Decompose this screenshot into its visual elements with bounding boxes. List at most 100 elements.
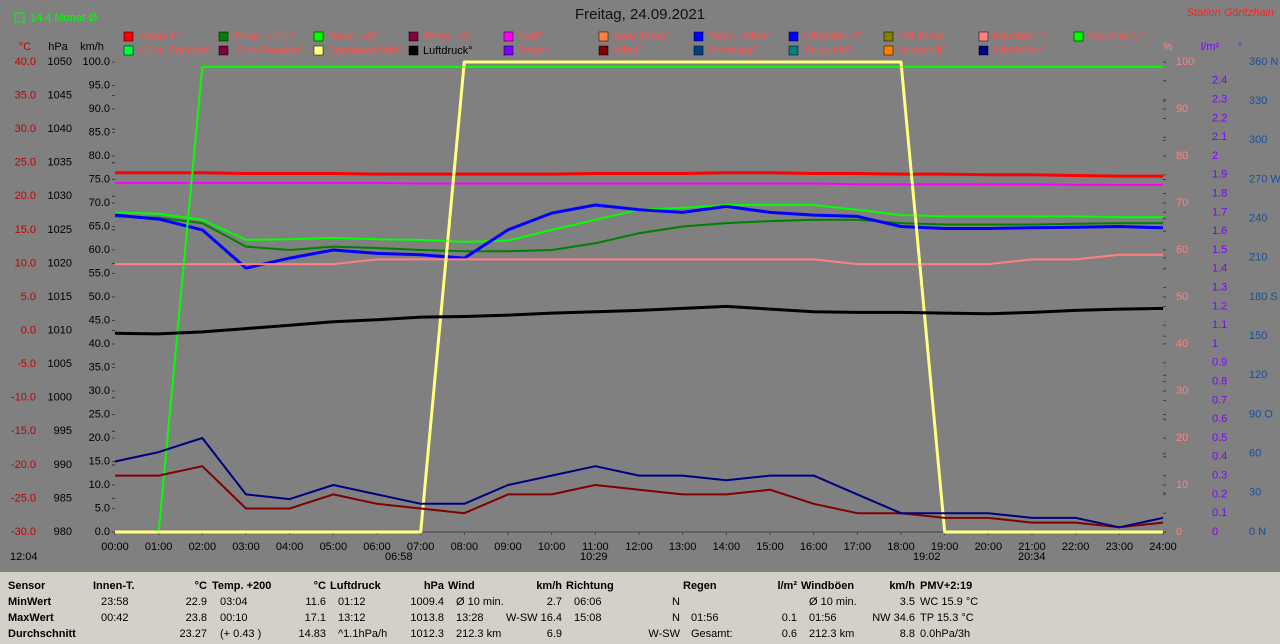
table-cell: 22.9: [186, 596, 207, 608]
station: Station Göritzhain: [1187, 7, 1274, 19]
legend-label: Feuchte A.°: [1088, 31, 1145, 43]
y-tick-label: 985: [54, 492, 72, 504]
table-cell: 13:28: [456, 612, 484, 624]
table-cell: WC 15.9 °C: [920, 596, 978, 608]
legend-swatch: [978, 45, 989, 56]
x-tick-label: 21:00: [1018, 541, 1046, 553]
y-tick-label: -25.0: [11, 492, 36, 504]
y-tick-label: -5.0: [17, 358, 36, 370]
y-tick-label: 10: [1176, 479, 1188, 491]
y-tick-label: 300: [1249, 134, 1267, 146]
table-cell: W-SW 16.4: [506, 612, 562, 624]
y-tick-label: 0.1: [1212, 507, 1227, 519]
table-cell: 1013.8: [410, 612, 444, 624]
y-tick-label: 1.9: [1212, 169, 1227, 181]
table-cell: 23.8: [186, 612, 207, 624]
y-tick-label: 65.0: [89, 220, 110, 232]
table-header: Wind: [448, 580, 475, 592]
y-tick-label: 1050: [48, 56, 72, 68]
legend-swatch: [313, 31, 324, 42]
legend-label: Temp. -5°: [423, 31, 470, 43]
legend-label: +5cm Feuchte°: [138, 45, 212, 57]
table-header: Windböen: [801, 580, 854, 592]
y-tick-label: 25.0: [15, 157, 36, 169]
x-tick-label: 11:00: [582, 541, 609, 553]
legend-swatch: [978, 31, 989, 42]
x-tick-label: 22:00: [1062, 541, 1090, 553]
y-tick-label: -15.0: [11, 425, 36, 437]
y-tick-label: 0.4: [1212, 451, 1227, 463]
y-tick-label: 2.4: [1212, 75, 1227, 87]
y-tick-label: 10.0: [89, 479, 110, 491]
y-tick-label: 995: [54, 425, 72, 437]
axis-unit: km/h: [80, 41, 104, 53]
axis-unit: l/m²: [1201, 41, 1220, 53]
y-tick-label: 1.3: [1212, 282, 1227, 294]
table-cell: 11.6: [305, 596, 326, 608]
series-line: [115, 65, 1163, 533]
table-cell: 2.7: [547, 596, 562, 608]
table-cell: 00:10: [220, 612, 248, 624]
y-tick-label: 1.4: [1212, 263, 1227, 275]
table-header: km/h: [889, 580, 915, 592]
y-tick-label: 0.6: [1212, 413, 1227, 425]
legend-swatch: [693, 45, 704, 56]
legend-swatch: [123, 31, 134, 42]
y-tick-label: 40.0: [15, 56, 36, 68]
legend-label: Temp. Wind°: [708, 31, 770, 43]
y-tick-label: 1.7: [1212, 206, 1227, 218]
y-tick-label: 2.3: [1212, 94, 1227, 106]
y-tick-label: 2.2: [1212, 112, 1227, 124]
y-tick-label: 60.0: [89, 244, 110, 256]
y-tick-label: -30.0: [11, 526, 36, 538]
legend-label: Temp. +5°: [328, 31, 378, 43]
y-tick-label: 55.0: [89, 267, 110, 279]
annotation: 19:02: [913, 551, 941, 563]
annotation: 06:58: [385, 551, 413, 563]
legend-swatch: [788, 45, 799, 56]
x-tick-label: 02:00: [189, 541, 217, 553]
y-tick-label: 0.9: [1212, 357, 1227, 369]
y-tick-label: 60: [1176, 244, 1188, 256]
table-cell: 0.6: [782, 628, 797, 640]
table-header: l/m²: [777, 580, 797, 592]
legend-label: Bad°: [518, 31, 542, 43]
legend-swatch: [1073, 31, 1084, 42]
legend-label: Innen-T.°: [138, 31, 182, 43]
row-label: MinWert: [8, 596, 52, 608]
x-tick-label: 17:00: [844, 541, 872, 553]
x-tick-label: 15:00: [756, 541, 784, 553]
y-tick-label: -20.0: [11, 459, 36, 471]
table-cell: 1012.3: [410, 628, 444, 640]
legend-label: Temp. +200°: [233, 31, 295, 43]
table-cell: W-SW: [648, 628, 680, 640]
y-tick-label: 1020: [48, 257, 72, 269]
y-tick-label: 15.0: [15, 224, 36, 236]
table-cell: NW 34.6: [872, 612, 915, 624]
table-cell: 23.27: [179, 628, 207, 640]
legend-swatch: [598, 45, 609, 56]
x-tick-label: 01:00: [145, 541, 173, 553]
y-tick-label: 1.1: [1212, 319, 1227, 331]
table-header: km/h: [536, 580, 562, 592]
y-tick-label: 100: [1176, 56, 1194, 68]
y-tick-label: 5.0: [21, 291, 36, 303]
legend-swatch: [123, 45, 134, 56]
y-tick-label: 1: [1212, 338, 1218, 350]
y-tick-label: 360 N: [1249, 56, 1278, 68]
legend-label: Luftdruck°: [423, 45, 473, 57]
legend-label: Feuchte I.°: [993, 31, 1046, 43]
legend-label: -5cm Feuchte°: [233, 45, 305, 57]
x-tick-label: 06:00: [363, 541, 391, 553]
y-tick-label: 10.0: [15, 257, 36, 269]
series-line: [114, 437, 1164, 529]
table-header: Richtung: [566, 580, 614, 592]
month-average: 14.4 Monat-Ø: [30, 12, 98, 24]
y-tick-label: 50.0: [89, 291, 110, 303]
y-tick-label: 0.0: [95, 526, 110, 538]
table-header: Luftdruck: [330, 580, 382, 592]
x-tick-label: 14:00: [713, 541, 741, 553]
y-tick-label: 330: [1249, 95, 1267, 107]
